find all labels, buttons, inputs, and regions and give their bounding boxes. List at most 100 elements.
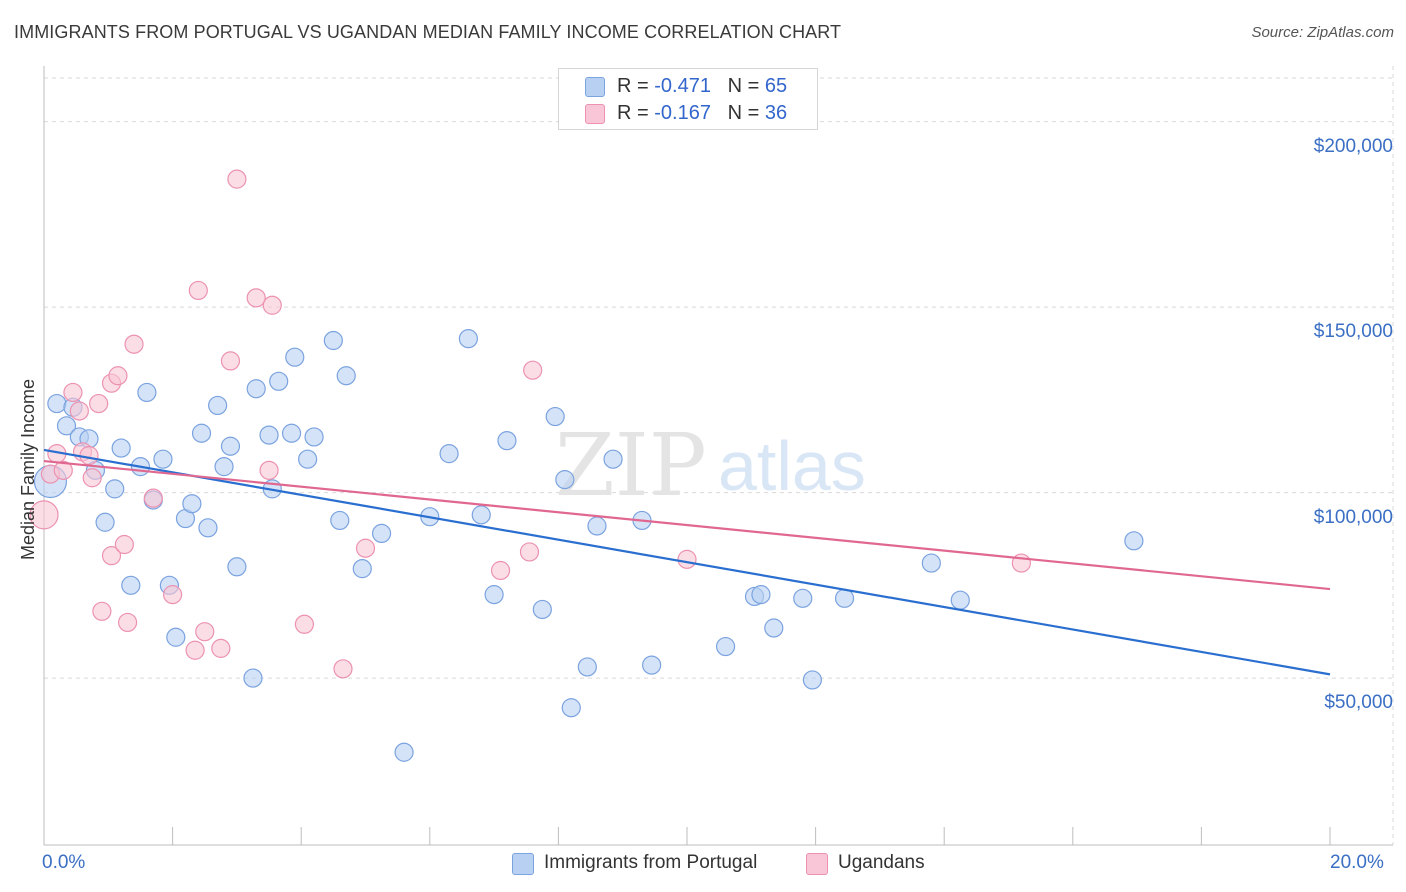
point-portugal <box>259 425 279 445</box>
point-portugal <box>208 395 228 416</box>
point-portugal <box>227 557 247 577</box>
point-portugal <box>304 427 324 447</box>
point-portugal <box>642 655 662 675</box>
point-portugal <box>330 510 350 531</box>
point-portugal <box>532 599 552 620</box>
point-ugandan <box>89 393 109 414</box>
watermark-atlas: atlas <box>718 427 866 505</box>
correlation-legend: R = -0.471 N = 65 R = -0.167 N = 36 <box>558 68 818 130</box>
point-portugal <box>352 559 372 579</box>
legend-label-portugal: Immigrants from Portugal <box>544 852 758 873</box>
point-ugandan <box>355 538 376 558</box>
point-ugandan <box>53 460 73 480</box>
x-tick-label-max: 20.0% <box>1330 852 1384 873</box>
point-portugal <box>191 423 212 443</box>
point-ugandan <box>185 640 205 660</box>
series-ugandans <box>29 169 1031 679</box>
y-tick-label: $150,000 <box>1313 321 1393 343</box>
point-portugal <box>243 668 263 688</box>
legend-swatch-blue <box>512 853 534 875</box>
point-portugal <box>47 393 67 414</box>
point-ugandan <box>163 585 183 605</box>
point-ugandan <box>220 351 241 371</box>
watermark-zip: ZIP <box>555 416 707 516</box>
point-ugandan <box>29 500 59 530</box>
watermark: ZIP atlas <box>555 416 866 516</box>
point-ugandan <box>69 401 89 421</box>
point-portugal <box>764 618 784 638</box>
r-label: R = <box>617 75 655 97</box>
point-ugandan <box>211 638 231 658</box>
y-axis-title: Median Family Income <box>18 378 38 560</box>
trend-line-ugandans <box>43 459 1331 591</box>
y-tick-label: $200,000 <box>1313 135 1393 157</box>
point-ugandan <box>124 334 144 354</box>
point-portugal <box>166 627 186 647</box>
point-portugal <box>484 585 504 605</box>
point-ugandan <box>108 366 128 386</box>
n-label: N = <box>727 75 765 97</box>
y-tick-label: $100,000 <box>1313 506 1393 528</box>
point-ugandan <box>677 549 697 569</box>
point-ugandan <box>92 601 112 621</box>
point-portugal <box>269 371 289 391</box>
point-portugal <box>603 449 623 469</box>
point-ugandan <box>490 560 511 581</box>
point-portugal <box>137 382 157 403</box>
point-portugal <box>336 366 356 386</box>
point-portugal <box>105 479 125 499</box>
point-ugandan <box>79 445 99 466</box>
point-portugal <box>153 449 173 469</box>
point-ugandan <box>333 659 353 679</box>
point-ugandan <box>523 360 543 380</box>
point-ugandan <box>519 542 540 562</box>
point-portugal <box>545 406 565 427</box>
point-portugal <box>921 553 941 573</box>
point-portugal <box>751 585 771 605</box>
point-portugal <box>198 518 218 538</box>
point-portugal <box>56 416 77 436</box>
point-portugal <box>246 379 266 399</box>
point-portugal <box>298 449 318 469</box>
x-tick-label-min: 0.0% <box>42 852 86 873</box>
point-portugal <box>793 588 813 608</box>
point-portugal <box>577 657 597 677</box>
point-portugal <box>394 742 414 762</box>
point-ugandan <box>114 534 134 555</box>
point-portugal <box>950 590 970 610</box>
point-ugandan <box>227 169 247 189</box>
point-ugandan <box>101 546 122 566</box>
point-ugandan <box>82 468 102 488</box>
point-portugal <box>715 636 736 657</box>
point-portugal <box>587 516 607 536</box>
point-ugandan <box>63 382 83 403</box>
point-ugandan <box>117 612 138 633</box>
trend-lines <box>43 448 1331 676</box>
point-portugal <box>95 512 115 532</box>
point-ugandan <box>259 460 279 480</box>
point-ugandan <box>294 614 315 634</box>
y-tick-label: $50,000 <box>1324 692 1393 714</box>
point-portugal <box>497 431 517 451</box>
point-portugal <box>111 438 131 458</box>
point-portugal <box>121 575 141 595</box>
legend-swatch-pink <box>585 104 605 124</box>
point-portugal <box>439 444 459 464</box>
point-portugal <box>323 330 343 351</box>
point-ugandan <box>246 288 266 308</box>
point-portugal <box>285 347 305 367</box>
source-label: Source: ZipAtlas.com <box>1251 24 1394 41</box>
n-value-portugal: 65 <box>764 75 788 97</box>
point-portugal <box>281 423 302 443</box>
trend-line-portugal <box>43 448 1331 676</box>
point-portugal <box>182 494 202 514</box>
point-portugal <box>458 329 478 349</box>
point-portugal <box>555 470 575 490</box>
point-ugandan <box>195 622 215 642</box>
point-portugal <box>561 698 581 718</box>
point-portugal <box>802 670 822 690</box>
n-label: N = <box>727 102 765 124</box>
axes <box>43 66 1393 846</box>
point-portugal <box>220 436 241 456</box>
